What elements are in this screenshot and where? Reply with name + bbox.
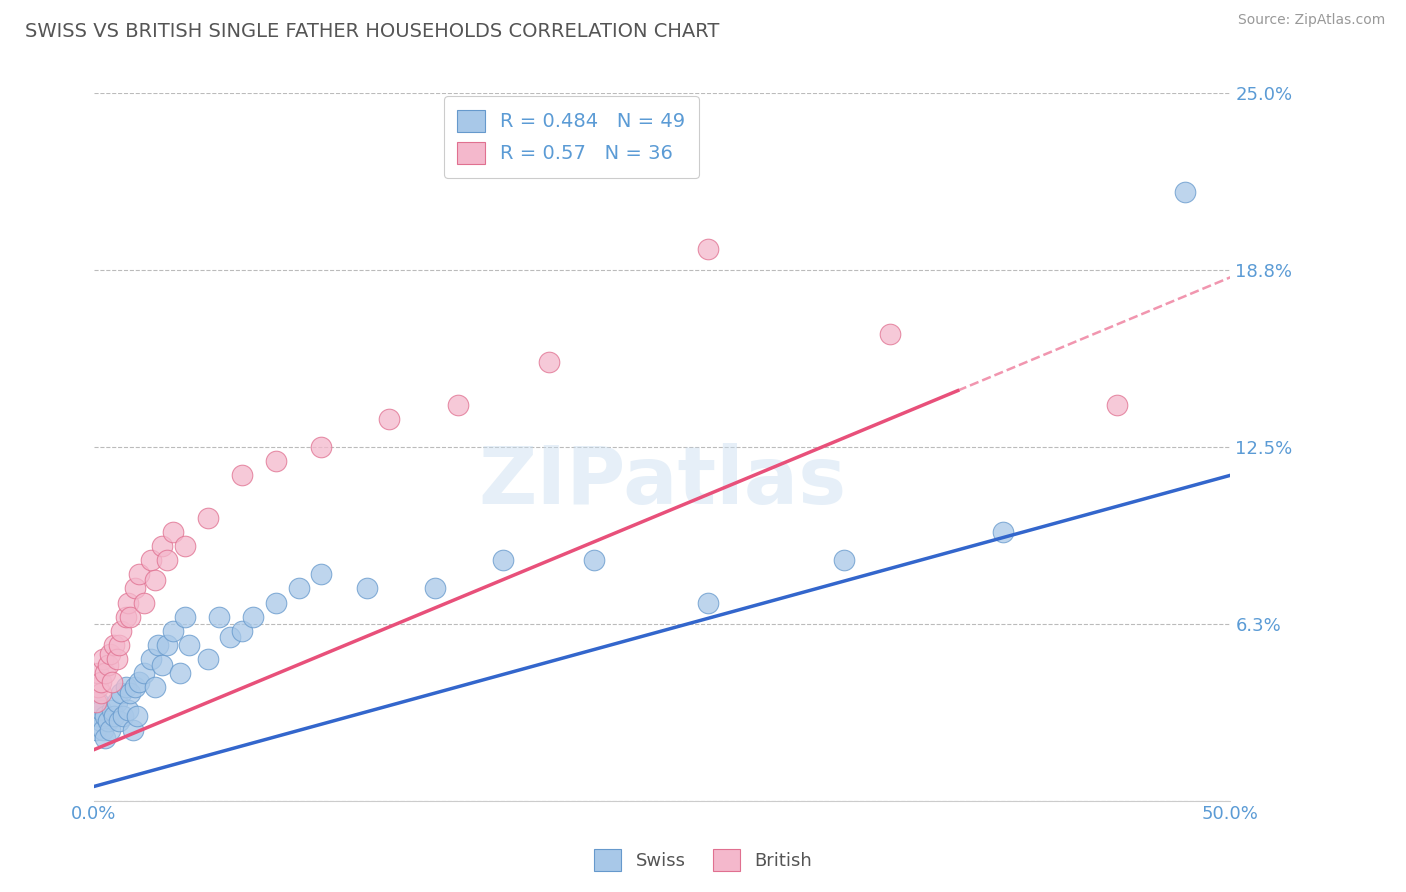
Y-axis label: Single Father Households: Single Father Households <box>0 350 7 544</box>
Point <box>991 524 1014 539</box>
Point <box>356 582 378 596</box>
Point <box>103 708 125 723</box>
Point <box>90 686 112 700</box>
Point <box>309 567 332 582</box>
Point <box>117 703 139 717</box>
Legend: Swiss, British: Swiss, British <box>586 842 820 879</box>
Text: Source: ZipAtlas.com: Source: ZipAtlas.com <box>1237 13 1385 28</box>
Point <box>143 573 166 587</box>
Point <box>378 411 401 425</box>
Point <box>1105 398 1128 412</box>
Point <box>117 596 139 610</box>
Point <box>132 666 155 681</box>
Point <box>197 652 219 666</box>
Point <box>162 524 184 539</box>
Point <box>103 638 125 652</box>
Point <box>139 652 162 666</box>
Point <box>879 326 901 341</box>
Point <box>423 582 446 596</box>
Point <box>87 666 110 681</box>
Point <box>98 723 121 737</box>
Point <box>87 695 110 709</box>
Point <box>173 539 195 553</box>
Point <box>97 714 120 729</box>
Point <box>110 686 132 700</box>
Point <box>156 553 179 567</box>
Point <box>128 674 150 689</box>
Point <box>132 596 155 610</box>
Point <box>582 553 605 567</box>
Point <box>114 609 136 624</box>
Point <box>94 708 117 723</box>
Point <box>108 638 131 652</box>
Legend: R = 0.484   N = 49, R = 0.57   N = 36: R = 0.484 N = 49, R = 0.57 N = 36 <box>444 96 699 178</box>
Point <box>101 674 124 689</box>
Point <box>110 624 132 638</box>
Point <box>1174 186 1197 200</box>
Point <box>121 723 143 737</box>
Point <box>94 666 117 681</box>
Point <box>231 468 253 483</box>
Point <box>87 708 110 723</box>
Point <box>127 708 149 723</box>
Point <box>696 596 718 610</box>
Point <box>84 695 107 709</box>
Point <box>179 638 201 652</box>
Point <box>208 609 231 624</box>
Point <box>91 652 114 666</box>
Point <box>173 609 195 624</box>
Point <box>120 686 142 700</box>
Point <box>219 630 242 644</box>
Point <box>124 681 146 695</box>
Point <box>446 398 468 412</box>
Point <box>197 510 219 524</box>
Point <box>231 624 253 638</box>
Point <box>101 703 124 717</box>
Point <box>143 681 166 695</box>
Point <box>105 695 128 709</box>
Point <box>120 609 142 624</box>
Point <box>128 567 150 582</box>
Point <box>98 647 121 661</box>
Point <box>156 638 179 652</box>
Point <box>90 714 112 729</box>
Point <box>90 674 112 689</box>
Point <box>124 582 146 596</box>
Point <box>90 703 112 717</box>
Point <box>97 657 120 672</box>
Point <box>146 638 169 652</box>
Point <box>162 624 184 638</box>
Point <box>139 553 162 567</box>
Point <box>84 723 107 737</box>
Point <box>832 553 855 567</box>
Point <box>169 666 191 681</box>
Point <box>696 242 718 256</box>
Point <box>114 681 136 695</box>
Point <box>105 652 128 666</box>
Text: SWISS VS BRITISH SINGLE FATHER HOUSEHOLDS CORRELATION CHART: SWISS VS BRITISH SINGLE FATHER HOUSEHOLD… <box>25 22 720 41</box>
Text: ZIPatlas: ZIPatlas <box>478 443 846 521</box>
Point <box>537 355 560 369</box>
Point <box>87 681 110 695</box>
Point <box>264 454 287 468</box>
Point <box>108 714 131 729</box>
Point <box>264 596 287 610</box>
Point <box>150 539 173 553</box>
Point <box>309 440 332 454</box>
Point <box>112 708 135 723</box>
Point <box>242 609 264 624</box>
Point <box>94 731 117 746</box>
Point <box>492 553 515 567</box>
Point <box>287 582 309 596</box>
Point <box>150 657 173 672</box>
Point <box>91 723 114 737</box>
